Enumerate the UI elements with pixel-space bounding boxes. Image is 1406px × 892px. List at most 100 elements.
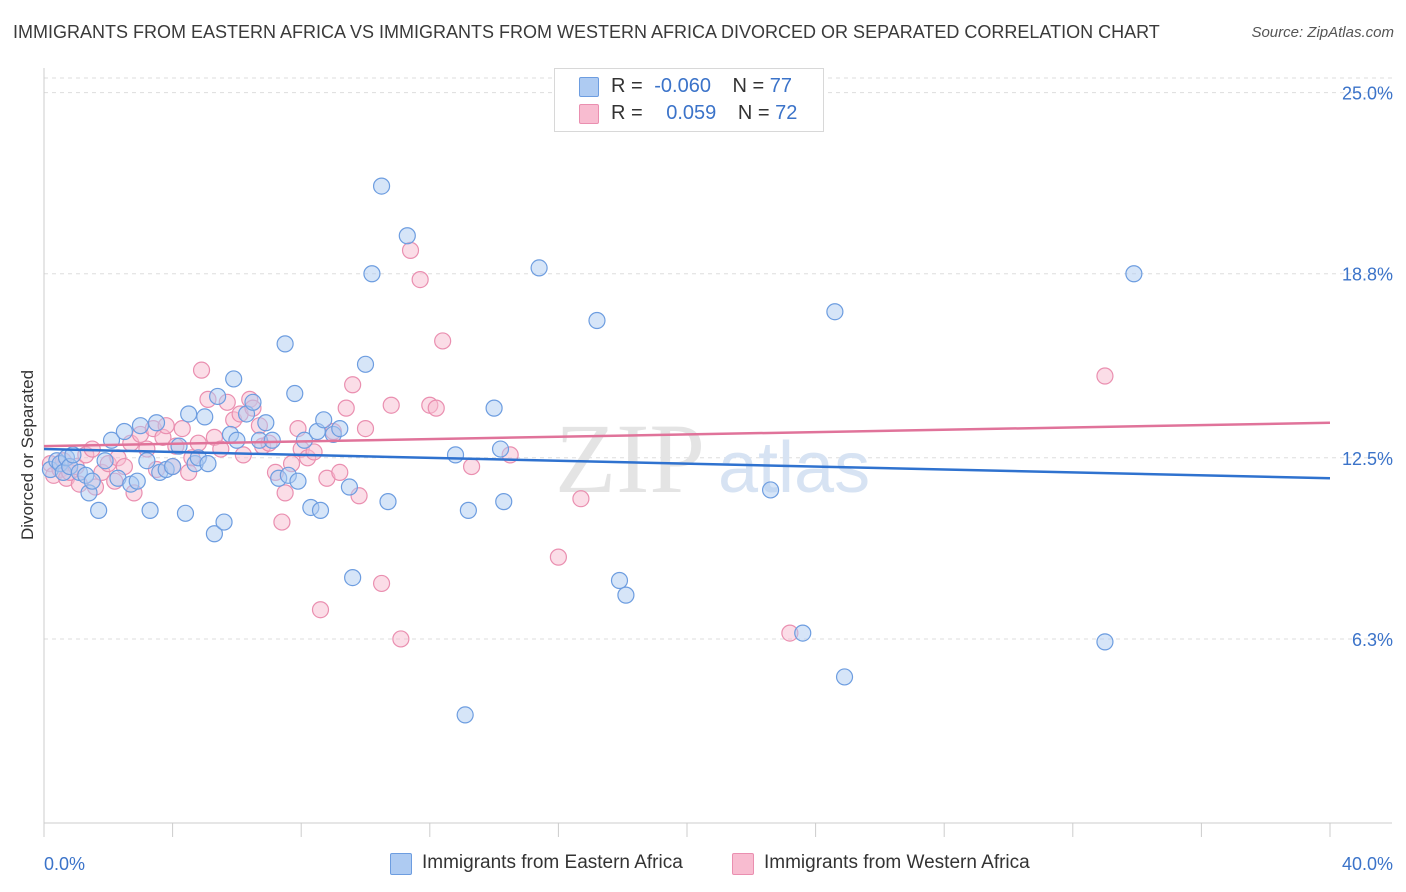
data-point-eastern bbox=[491, 440, 510, 458]
data-point-eastern bbox=[141, 501, 159, 519]
data-point-eastern bbox=[344, 568, 362, 587]
data-point-eastern bbox=[196, 408, 214, 426]
data-point-eastern bbox=[263, 431, 281, 449]
y-tick-label: 12.5% bbox=[1342, 449, 1393, 469]
data-point-eastern bbox=[289, 472, 307, 490]
data-point-eastern bbox=[199, 455, 217, 473]
data-point-eastern bbox=[180, 405, 198, 423]
trend-line-western bbox=[43, 421, 1331, 448]
data-point-western bbox=[337, 399, 355, 417]
legend-n-value: 72 bbox=[775, 102, 798, 124]
legend-swatch-pink bbox=[579, 104, 599, 124]
x-tick-label: 40.0% bbox=[1342, 854, 1393, 874]
data-point-eastern bbox=[372, 177, 391, 195]
data-point-western bbox=[344, 376, 362, 394]
data-point-eastern bbox=[147, 414, 166, 432]
bottom-legend-swatch-blue bbox=[390, 853, 412, 875]
data-point-eastern bbox=[131, 417, 150, 435]
data-point-eastern bbox=[83, 472, 101, 490]
data-point-eastern bbox=[244, 393, 262, 411]
source-note: Source: ZipAtlas.com bbox=[1251, 24, 1394, 41]
data-point-eastern bbox=[617, 586, 635, 604]
bottom-legend-label-western: Immigrants from Western Africa bbox=[764, 852, 1030, 873]
data-point-eastern bbox=[588, 311, 606, 330]
data-point-eastern bbox=[257, 414, 275, 432]
data-point-western bbox=[356, 419, 375, 438]
data-point-western bbox=[411, 270, 429, 289]
data-point-eastern bbox=[115, 422, 133, 441]
data-point-eastern bbox=[363, 265, 381, 283]
data-point-eastern bbox=[176, 504, 195, 522]
legend-r-value: 0.059 bbox=[666, 102, 717, 124]
data-point-western bbox=[1096, 367, 1114, 385]
data-point-western bbox=[462, 457, 481, 476]
watermark: ZIP atlas bbox=[555, 403, 870, 514]
data-point-eastern bbox=[96, 452, 114, 470]
data-point-eastern bbox=[90, 501, 108, 519]
data-point-eastern bbox=[228, 431, 246, 449]
data-point-eastern bbox=[286, 384, 304, 403]
data-point-eastern bbox=[398, 227, 416, 245]
data-point-eastern bbox=[495, 493, 513, 511]
data-point-western bbox=[427, 399, 445, 417]
data-point-eastern bbox=[610, 571, 629, 590]
data-point-eastern bbox=[164, 457, 182, 476]
data-point-western bbox=[331, 463, 349, 482]
trend-lines bbox=[43, 421, 1331, 480]
data-point-eastern bbox=[485, 399, 503, 417]
tick-labels: 6.3% 12.5% 18.8% 25.0% 0.0% 40.0% bbox=[44, 84, 1393, 874]
data-point-eastern bbox=[276, 335, 294, 353]
data-point-western bbox=[173, 419, 191, 438]
data-point-eastern bbox=[1096, 633, 1114, 651]
data-point-eastern bbox=[215, 513, 233, 531]
data-point-eastern bbox=[794, 624, 812, 642]
data-point-eastern bbox=[761, 481, 780, 499]
data-point-eastern bbox=[138, 452, 156, 470]
bottom-legend-swatch-pink bbox=[732, 853, 754, 875]
data-point-western bbox=[392, 630, 410, 648]
data-point-western bbox=[382, 396, 400, 414]
y-tick-label: 18.8% bbox=[1342, 265, 1393, 285]
legend-r-label: R = bbox=[611, 102, 643, 124]
grid-lines bbox=[44, 77, 1392, 640]
data-point-eastern bbox=[356, 355, 375, 373]
data-point-eastern bbox=[209, 387, 227, 406]
data-point-eastern bbox=[530, 259, 548, 277]
chart-title: IMMIGRANTS FROM EASTERN AFRICA VS IMMIGR… bbox=[13, 22, 1160, 42]
data-point-western bbox=[192, 361, 211, 379]
data-point-eastern bbox=[459, 501, 477, 519]
data-point-western bbox=[276, 484, 294, 502]
data-point-eastern bbox=[128, 472, 146, 490]
data-point-eastern bbox=[331, 419, 349, 438]
data-point-eastern bbox=[311, 501, 330, 519]
data-point-western bbox=[572, 490, 590, 508]
y-axis-label: Divorced or Separated bbox=[18, 369, 37, 541]
data-point-eastern bbox=[340, 478, 359, 496]
data-point-western bbox=[273, 513, 291, 531]
x-tick-label: 0.0% bbox=[44, 854, 85, 874]
legend-n-label: N = bbox=[732, 75, 765, 97]
data-point-eastern bbox=[379, 493, 397, 511]
data-point-eastern bbox=[315, 411, 333, 429]
correlation-legend: R = -0.060 N = 77 R = 0.059 N = 72 bbox=[554, 68, 824, 132]
data-point-western bbox=[311, 601, 330, 619]
data-point-eastern bbox=[1125, 265, 1143, 283]
legend-n-value: 77 bbox=[769, 75, 793, 97]
bottom-legend-label-eastern: Immigrants from Eastern Africa bbox=[422, 852, 683, 873]
legend-r-value: -0.060 bbox=[654, 75, 711, 97]
data-point-eastern bbox=[170, 437, 188, 455]
legend-r-label: R = bbox=[611, 75, 643, 97]
y-tick-label: 25.0% bbox=[1342, 84, 1393, 104]
y-tick-label: 6.3% bbox=[1352, 630, 1393, 650]
data-point-eastern bbox=[456, 706, 474, 724]
data-point-eastern bbox=[225, 370, 243, 388]
data-point-western bbox=[401, 241, 420, 259]
data-point-eastern bbox=[826, 303, 844, 321]
data-point-western bbox=[549, 548, 568, 566]
legend-swatch-blue bbox=[579, 77, 599, 97]
data-point-eastern bbox=[446, 446, 465, 464]
data-point-eastern bbox=[835, 668, 854, 686]
data-point-eastern bbox=[205, 525, 223, 543]
trend-line-eastern bbox=[43, 447, 1331, 480]
